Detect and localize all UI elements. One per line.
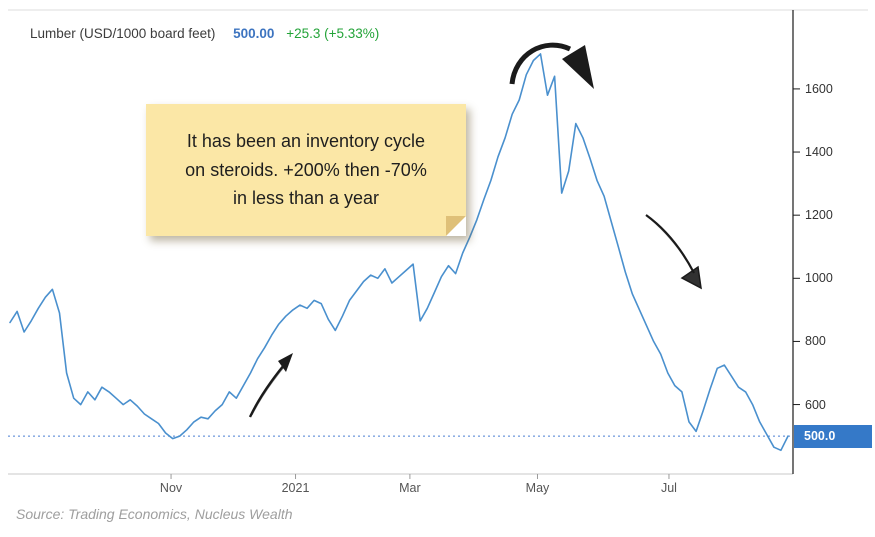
y-axis-label: 1600 [805,81,833,96]
axis-ticks [170,88,800,479]
current-price-badge: 500.0 [794,424,872,448]
peak-curve-arrow [509,42,594,89]
x-axis-label: Mar [399,481,421,495]
chart-header: Lumber (USD/1000 board feet) 500.00 +25.… [30,26,379,41]
down-trend-arrow [645,214,702,290]
note-text-line: in less than a year [232,188,380,209]
x-axis-label: Nov [159,481,183,495]
last-price: 500.00 [233,26,275,41]
x-axis-label: 2021 [281,481,310,495]
sticky-note-annotation: It has been an inventory cycle on steroi… [146,104,466,236]
annotation-arrows [248,42,702,418]
x-axis-label: Jul [660,481,677,495]
y-axis-label: 1000 [805,271,833,286]
note-text-line: on steroids. +200% then -70% [185,159,427,180]
source-caption: Source: Trading Economics, Nucleus Wealt… [16,506,293,522]
up-trend-arrow [248,353,293,418]
note-folded-corner [446,216,466,236]
y-axis-label: 600 [805,397,826,412]
chart-title: Lumber (USD/1000 board feet) [30,26,216,41]
y-axis-label: 1400 [805,145,833,160]
x-axis-label: May [525,481,550,495]
y-axis-label: 800 [805,334,826,349]
note-text-line: It has been an inventory cycle [186,130,426,151]
y-axis-label: 1200 [805,208,833,223]
price-line-series [9,53,789,452]
price-change: +25.3 (+5.33%) [286,26,380,41]
